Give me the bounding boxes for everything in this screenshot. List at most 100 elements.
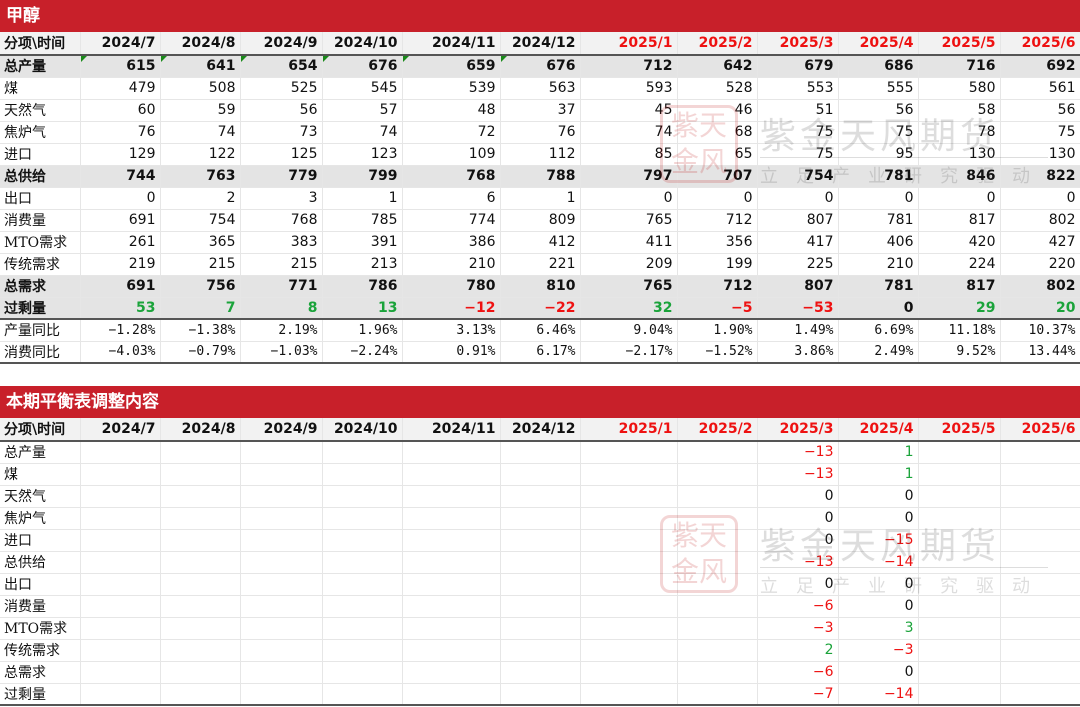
cell-value: 112 [548,146,576,162]
cell-value: 32 [653,299,673,316]
cell-value: 810 [546,278,576,294]
value-cell [580,463,678,486]
cell-value: 65 [734,146,753,162]
cell-value: −14 [883,554,914,570]
cell-value: 0 [904,664,914,680]
cell-value: 3.86% [794,344,834,360]
value-cell: 6 [402,187,501,210]
value-cell [677,441,758,464]
value-cell [322,463,403,486]
cell-value: 8 [307,299,318,316]
cell-value: 123 [370,146,398,162]
value-cell [500,529,581,552]
cell-value: 786 [368,278,398,294]
cell-value: 72 [477,124,496,140]
value-cell [80,551,161,574]
value-cell [160,595,241,618]
cell-value: 45 [654,102,673,118]
value-cell: 122 [160,143,241,166]
value-cell: 2 [160,187,241,210]
cell-value: 0 [743,190,753,206]
value-cell: 75 [1000,121,1080,144]
cell-value: 58 [977,102,996,118]
cell-value: 356 [725,234,753,250]
cell-value: 74 [217,124,236,140]
value-cell: 642 [677,55,758,78]
value-cell: −0.79% [160,341,241,364]
value-cell: 123 [322,143,403,166]
cell-value: 642 [723,58,753,75]
cell-value: 383 [290,234,318,250]
cell-value: 391 [370,234,398,250]
value-cell: 0 [757,485,839,508]
value-cell [402,463,501,486]
value-cell: 13.44% [1000,341,1080,364]
cell-value: 768 [466,168,496,184]
balance-table: 分项\时间 2024/7 2024/8 2024/9 2024/10 2024/11 202… [0,32,1080,364]
value-cell: −14 [838,551,919,574]
value-cell [500,661,581,684]
cell-value: 75 [895,124,914,140]
cell-value: 74 [379,124,398,140]
month-header: 2024/9 [240,32,323,56]
value-cell: 691 [80,275,161,298]
value-cell: 420 [918,231,1001,254]
value-cell [677,639,758,662]
value-cell [677,463,758,486]
value-cell [918,661,1001,684]
value-cell: 74 [580,121,678,144]
value-cell [500,551,581,574]
value-cell [677,485,758,508]
value-cell: 659 [402,55,501,78]
cell-value: −2.24% [350,344,398,360]
cell-value: −5 [731,299,753,316]
month-header: 2025/4 [838,32,919,56]
cell-value: 6.46% [536,322,576,338]
value-cell: 716 [918,55,1001,78]
row-label: 进口 [0,529,81,552]
value-cell: 0 [1000,187,1080,210]
cell-value: 224 [968,256,996,272]
row-label: MTO需求 [0,617,81,640]
value-cell: 2.49% [838,341,919,364]
value-cell [80,661,161,684]
value-cell: 0 [757,507,839,530]
spacer [0,364,1080,386]
value-cell: 765 [580,275,678,298]
value-cell: 692 [1000,55,1080,78]
table-row: 总需求 −6 0 [0,661,1080,684]
header-label: 分项\时间 [0,418,81,442]
cell-value: 0 [824,190,834,206]
cell-value: −14 [883,685,914,702]
value-cell [1000,529,1080,552]
cell-value: 2 [824,642,834,658]
cell-value: 0 [903,299,914,316]
value-cell: 7 [160,297,241,320]
cell-value: 771 [288,278,318,294]
value-cell: −22 [500,297,581,320]
cell-value: 210 [468,256,496,272]
value-cell: 0 [838,187,919,210]
value-cell [918,639,1001,662]
value-cell: 1 [322,187,403,210]
value-cell: 75 [757,143,839,166]
cell-value: −6 [812,664,834,680]
comment-marker-icon [322,56,329,62]
row-label: 焦炉气 [0,507,81,530]
value-cell: 744 [80,165,161,188]
value-cell: 654 [240,55,323,78]
cell-value: −7 [812,685,834,702]
table-row: 天然气 60 59 56 57 48 37 45 46 51 56 58 56 [0,99,1080,122]
cell-value: 1 [388,190,398,206]
row-label: 煤 [0,77,81,100]
value-cell: −13 [757,463,839,486]
value-cell [1000,463,1080,486]
value-cell [160,639,241,662]
value-cell [160,683,241,706]
row-label: 天然气 [0,485,81,508]
value-cell: 0 [757,187,839,210]
value-cell: 768 [402,165,501,188]
value-cell: 0 [80,187,161,210]
value-cell: −3 [757,617,839,640]
value-cell: 210 [402,253,501,276]
